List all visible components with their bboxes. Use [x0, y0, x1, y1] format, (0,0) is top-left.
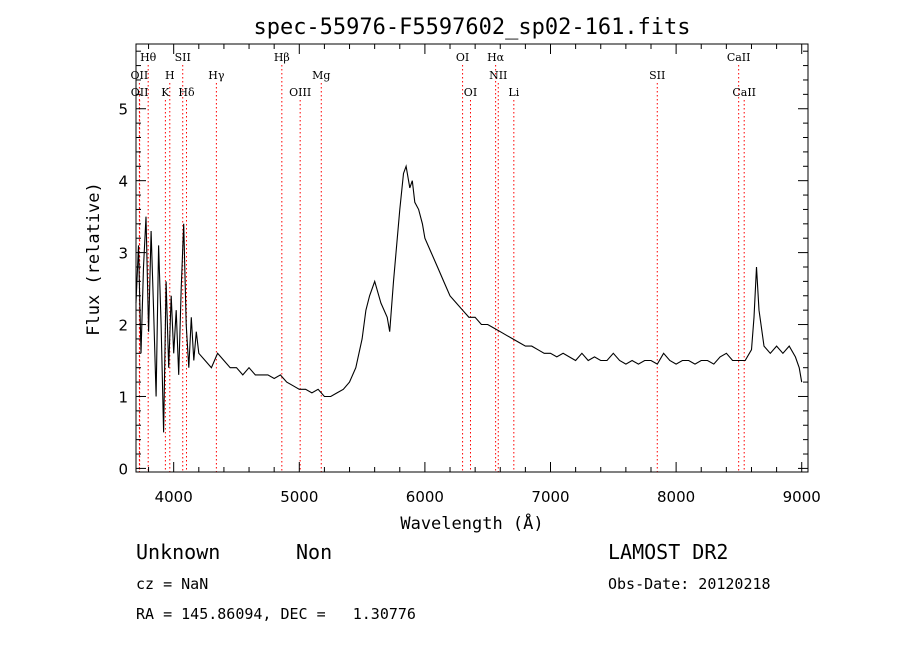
redshift-readout: cz = NaN [136, 575, 209, 593]
object-class: Unknown [136, 540, 221, 564]
spectral-line-label: H [165, 69, 175, 82]
spectral-line-label: OII [131, 86, 149, 99]
spectral-line-label: Hθ [140, 51, 157, 64]
spectral-line-label: CaII [727, 51, 751, 64]
plot-frame [135, 43, 809, 473]
spectral-line-label: Li [508, 86, 519, 99]
spectral-line-label: CaII [732, 86, 756, 99]
spectral-line-label: Hδ [178, 86, 195, 99]
x-tick-label: 4000 [155, 488, 193, 506]
y-tick-label: 1 [118, 388, 128, 406]
x-tick-label: 9000 [783, 488, 821, 506]
chart-title: spec-55976-F5597602_sp02-161.fits [253, 15, 690, 40]
spectral-line-label: NII [489, 69, 507, 82]
spectral-line-labels: Hθ SII Hβ OI Hα CaII OII H Hγ Mg NII SII OII K Hδ OIII O… [131, 51, 756, 99]
spectral-line-markers [138, 65, 745, 472]
x-tick-label: 8000 [657, 488, 695, 506]
spectral-line-label: SII [649, 69, 665, 82]
y-tick-label: 2 [118, 317, 128, 335]
y-tick-label: 4 [118, 173, 128, 191]
x-axis-label: Wavelength (Å) [400, 512, 543, 534]
spectral-line-label: Hβ [274, 51, 290, 64]
y-axis-label: Flux (relative) [84, 182, 104, 336]
spectral-line-label: OI [456, 51, 469, 64]
spectrum-series-line [135, 164, 803, 433]
data-release: LAMOST DR2 [608, 540, 729, 564]
y-axis: 0 1 2 3 4 5 [118, 50, 808, 478]
spectral-line-label: Hα [487, 51, 505, 64]
spectral-line-label: OIII [289, 86, 311, 99]
spectral-line-label: OII [131, 69, 149, 82]
object-subclass: Non [296, 540, 333, 564]
y-tick-label: 0 [118, 460, 128, 478]
y-tick-label: 5 [118, 101, 128, 119]
spectral-line-label: SII [175, 51, 191, 64]
coordinates-readout: RA = 145.86094, DEC = 1.30776 [136, 605, 416, 623]
y-tick-label: 3 [118, 245, 128, 263]
x-tick-label: 5000 [280, 488, 318, 506]
spectral-line-label: K [161, 86, 170, 99]
spectral-line-label: Mg [312, 69, 330, 82]
observation-date: Obs-Date: 20120218 [608, 575, 771, 593]
spectral-line-label: OI [464, 86, 477, 99]
x-tick-label: 6000 [406, 488, 444, 506]
x-tick-label: 7000 [531, 488, 569, 506]
x-axis: 4000 5000 6000 7000 8000 9000 [148, 44, 821, 506]
spectral-line-label: Hγ [208, 69, 225, 82]
